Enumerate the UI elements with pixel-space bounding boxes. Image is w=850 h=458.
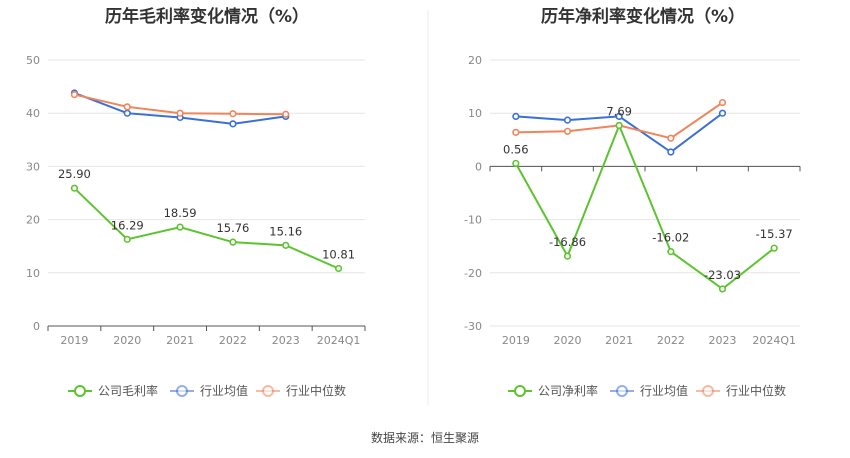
legend-swatch-marker xyxy=(262,385,274,397)
y-tick-label: 40 xyxy=(26,107,40,120)
data-point xyxy=(176,223,184,231)
y-tick-label: 10 xyxy=(26,267,40,280)
data-point xyxy=(718,98,727,107)
data-point xyxy=(282,110,290,118)
legend-swatch-marker xyxy=(702,385,714,397)
y-tick-label: 20 xyxy=(468,54,482,67)
data-label: -15.37 xyxy=(756,227,793,241)
data-point xyxy=(615,112,623,120)
x-tick-label: 2024Q1 xyxy=(317,334,361,347)
data-point xyxy=(334,264,343,273)
legend-label: 公司净利率 xyxy=(538,383,598,398)
data-label: 25.90 xyxy=(58,167,91,181)
x-tick-label: 2019 xyxy=(502,334,530,347)
data-point xyxy=(229,238,237,246)
y-tick-label: 0 xyxy=(475,160,482,173)
data-label: 18.59 xyxy=(164,206,197,220)
data-label: 16.29 xyxy=(111,218,144,232)
data-label: -16.86 xyxy=(549,235,586,249)
x-tick-label: 2021 xyxy=(166,334,194,347)
data-point xyxy=(615,121,623,130)
data-label: 10.81 xyxy=(322,247,355,261)
y-tick-label: 20 xyxy=(26,214,40,227)
data-point xyxy=(123,103,131,111)
y-tick-label: -30 xyxy=(464,320,482,333)
legend-swatch-marker xyxy=(74,385,86,397)
data-point xyxy=(229,110,237,118)
legend-item[interactable]: 公司净利率 xyxy=(508,383,598,398)
data-label: 15.76 xyxy=(216,221,249,235)
data-point xyxy=(667,248,675,256)
y-tick-label: 10 xyxy=(468,107,482,120)
data-label: -16.02 xyxy=(652,231,689,245)
data-point xyxy=(123,109,131,117)
y-tick-label: 0 xyxy=(33,320,40,333)
x-tick-label: 2022 xyxy=(219,334,247,347)
x-tick-label: 2019 xyxy=(60,334,88,347)
data-label: 15.16 xyxy=(269,224,302,238)
legend-label: 公司毛利率 xyxy=(98,383,158,398)
legend-swatch-marker xyxy=(514,385,526,397)
data-point xyxy=(282,241,290,249)
legend-label: 行业中位数 xyxy=(286,383,346,398)
data-point xyxy=(70,90,79,99)
data-point xyxy=(667,148,675,156)
y-tick-label: 30 xyxy=(26,160,40,173)
y-tick-label: -20 xyxy=(464,267,482,280)
data-point xyxy=(512,128,520,136)
y-tick-label: 50 xyxy=(26,54,40,67)
legend-label: 行业中位数 xyxy=(726,383,786,398)
x-tick-label: 2023 xyxy=(272,334,300,347)
data-point xyxy=(770,244,778,252)
x-tick-label: 2021 xyxy=(605,334,633,347)
legend-item[interactable]: 公司毛利率 xyxy=(68,383,158,398)
legend-item[interactable]: 行业均值 xyxy=(610,383,688,398)
data-point xyxy=(70,184,79,192)
x-tick-label: 2020 xyxy=(113,334,141,347)
data-point xyxy=(512,159,520,168)
data-point xyxy=(718,285,727,293)
legend-label: 行业均值 xyxy=(200,383,248,398)
gross-margin-chart: 历年毛利率变化情况（%） 0 10 20 30 40 50 2019 2020 2021 2022 2… xyxy=(26,6,366,398)
x-tick-label: 2020 xyxy=(554,334,582,347)
data-point xyxy=(563,116,572,124)
legend-item[interactable]: 行业均值 xyxy=(170,383,248,398)
data-label: 7.69 xyxy=(606,104,632,118)
legend-swatch-marker xyxy=(176,385,188,397)
legend-label: 行业均值 xyxy=(640,383,688,398)
data-point xyxy=(563,127,572,135)
data-point xyxy=(718,109,727,117)
source-text: 数据来源：恒生聚源 xyxy=(371,430,479,445)
x-tick-label: 2022 xyxy=(657,334,685,347)
data-point xyxy=(563,252,572,260)
legend-item[interactable]: 行业中位数 xyxy=(256,383,346,398)
y-tick-label: -10 xyxy=(464,214,482,227)
data-label: 0.56 xyxy=(503,142,529,156)
data-point xyxy=(123,235,131,243)
series-line xyxy=(514,122,775,291)
x-tick-label: 2023 xyxy=(709,334,737,347)
series-line xyxy=(73,187,339,270)
data-point xyxy=(512,112,520,120)
net-margin-chart: 历年净利率变化情况（%） -30 -20 -10 0 10 20 2019 2020 2021 20… xyxy=(464,6,801,398)
legend-swatch-marker xyxy=(616,385,628,397)
legend-item[interactable]: 行业中位数 xyxy=(696,383,786,398)
x-tick-label: 2024Q1 xyxy=(752,334,796,347)
chart-title: 历年毛利率变化情况（%） xyxy=(105,6,309,27)
data-label: -23.03 xyxy=(704,268,741,282)
data-point xyxy=(176,109,184,117)
chart-title: 历年净利率变化情况（%） xyxy=(541,6,745,27)
data-point xyxy=(667,134,675,142)
data-point xyxy=(229,120,237,128)
